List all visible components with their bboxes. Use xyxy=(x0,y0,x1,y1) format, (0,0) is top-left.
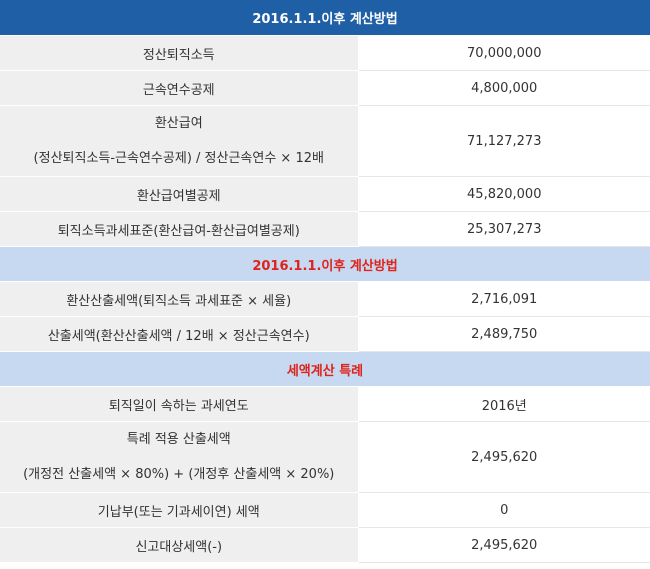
section-header-title: 2016.1.1.이후 계산방법 xyxy=(0,246,650,282)
row-value: 71,127,273 xyxy=(358,105,650,177)
row-label-line2: (개정전 산출세액 × 80%) + (개정후 산출세액 × 20%) xyxy=(23,467,335,482)
row-label: 근속연수공제 xyxy=(0,70,359,106)
section-header-row: 세액계산 특례 xyxy=(0,351,650,387)
row-label: 환산급여 (정산퇴직소득-근속연수공제) / 정산근속연수 × 12배 xyxy=(0,105,359,177)
row-label-line1: 특례 적용 산출세액 xyxy=(126,432,231,447)
row-label: 산출세액(환산산출세액 / 12배 × 정산근속연수) xyxy=(0,316,359,352)
table-row: 근속연수공제 4,800,000 xyxy=(0,70,650,106)
row-label: 정산퇴직소득 xyxy=(0,35,359,71)
row-value: 2,495,620 xyxy=(358,421,650,493)
row-label-line1: 환산급여 xyxy=(154,116,203,131)
table-row: 기납부(또는 기과세이연) 세액 0 xyxy=(0,492,650,528)
row-label: 신고대상세액(-) xyxy=(0,527,359,563)
row-label: 환산산출세액(퇴직소득 과세표준 × 세율) xyxy=(0,281,359,317)
section-header-row: 2016.1.1.이후 계산방법 xyxy=(0,246,650,282)
table-header-title: 2016.1.1.이후 계산방법 xyxy=(0,0,650,36)
row-label: 퇴직일이 속하는 과세연도 xyxy=(0,386,359,422)
table-row: 산출세액(환산산출세액 / 12배 × 정산근속연수) 2,489,750 xyxy=(0,316,650,352)
table-row: 특례 적용 산출세액 (개정전 산출세액 × 80%) + (개정후 산출세액 … xyxy=(0,421,650,493)
table-row: 환산급여별공제 45,820,000 xyxy=(0,176,650,212)
row-value: 45,820,000 xyxy=(358,176,650,212)
table-row: 환산급여 (정산퇴직소득-근속연수공제) / 정산근속연수 × 12배 71,1… xyxy=(0,105,650,177)
row-value: 4,800,000 xyxy=(358,70,650,106)
row-value: 2016년 xyxy=(358,386,650,422)
row-value: 0 xyxy=(358,492,650,528)
section-header-title: 세액계산 특례 xyxy=(0,351,650,387)
row-label: 특례 적용 산출세액 (개정전 산출세액 × 80%) + (개정후 산출세액 … xyxy=(0,421,359,493)
row-label-line2: (정산퇴직소득-근속연수공제) / 정산근속연수 × 12배 xyxy=(33,151,324,166)
row-label: 퇴직소득과세표준(환산급여-환산급여별공제) xyxy=(0,211,359,247)
table-row: 퇴직소득과세표준(환산급여-환산급여별공제) 25,307,273 xyxy=(0,211,650,247)
table-row: 퇴직일이 속하는 과세연도 2016년 xyxy=(0,386,650,422)
table-header-row: 2016.1.1.이후 계산방법 xyxy=(0,0,650,36)
row-value: 2,495,620 xyxy=(358,527,650,563)
row-label: 환산급여별공제 xyxy=(0,176,359,212)
row-value: 2,716,091 xyxy=(358,281,650,317)
table-row: 정산퇴직소득 70,000,000 xyxy=(0,35,650,71)
row-value: 25,307,273 xyxy=(358,211,650,247)
row-value: 2,489,750 xyxy=(358,316,650,352)
row-label: 기납부(또는 기과세이연) 세액 xyxy=(0,492,359,528)
table-row: 신고대상세액(-) 2,495,620 xyxy=(0,527,650,563)
row-value: 70,000,000 xyxy=(358,35,650,71)
table-row: 환산산출세액(퇴직소득 과세표준 × 세율) 2,716,091 xyxy=(0,281,650,317)
